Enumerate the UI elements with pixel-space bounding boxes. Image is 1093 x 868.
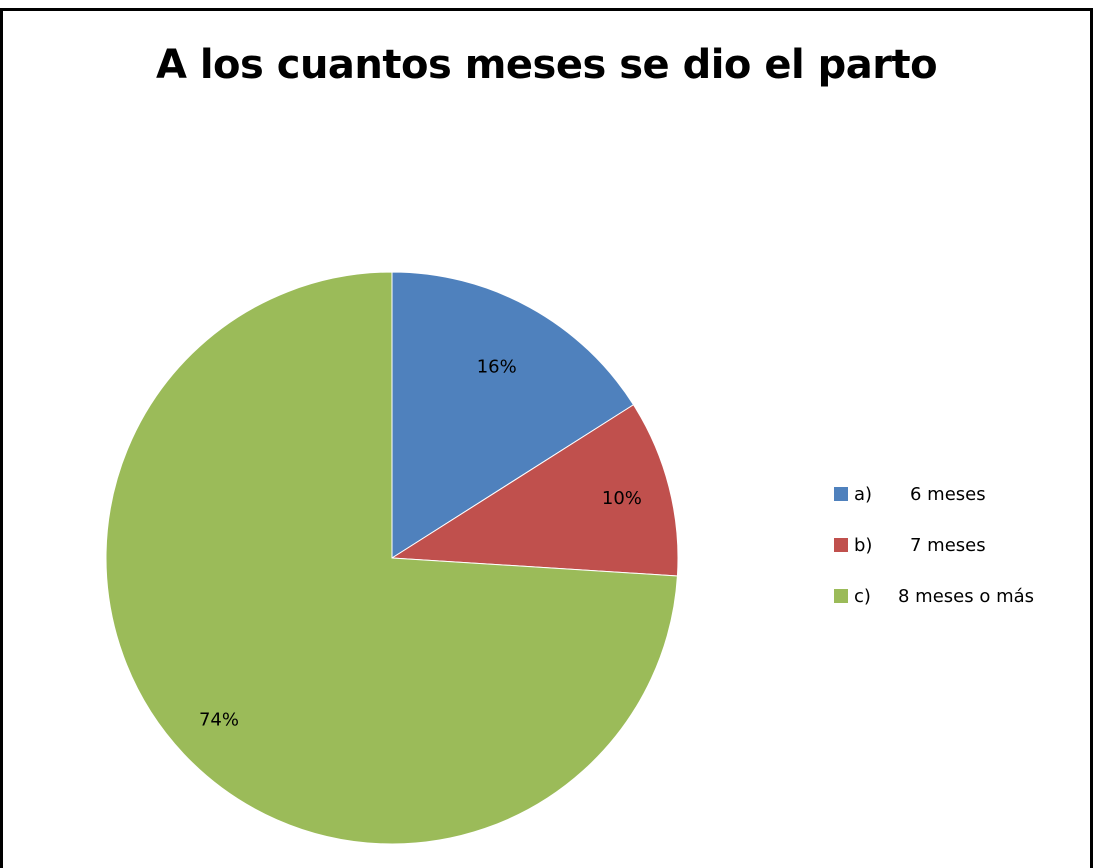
legend-item-2: b) 7 meses <box>834 533 1089 557</box>
legend-swatch <box>834 589 848 603</box>
chart-legend: a) 6 meses b) 7 meses c) 8 meses o más <box>834 482 1089 635</box>
pie-data-label-1: 16% <box>477 357 517 378</box>
legend-item-3: c) 8 meses o más <box>834 584 1089 608</box>
legend-label: 7 meses <box>910 534 986 556</box>
pie-data-label-2: 10% <box>602 488 642 509</box>
pie-slices <box>105 271 679 845</box>
pie-slice-3 <box>105 271 678 845</box>
legend-label: 6 meses <box>910 483 986 505</box>
legend-item-1: a) 6 meses <box>834 482 1089 506</box>
pie-data-labels: 16% 10% 74% <box>199 357 642 731</box>
legend-key: b) <box>854 534 873 556</box>
pie-data-label-3: 74% <box>199 709 239 730</box>
legend-key: a) <box>854 483 873 505</box>
pie-slice-2 <box>390 404 679 577</box>
legend-swatch <box>834 538 848 552</box>
pie-slice-1 <box>391 271 635 559</box>
legend-swatch <box>834 487 848 501</box>
legend-key: c) <box>854 585 871 607</box>
chart-title: A los cuantos meses se dio el parto <box>155 42 938 88</box>
legend-label: 8 meses o más <box>898 585 1035 607</box>
